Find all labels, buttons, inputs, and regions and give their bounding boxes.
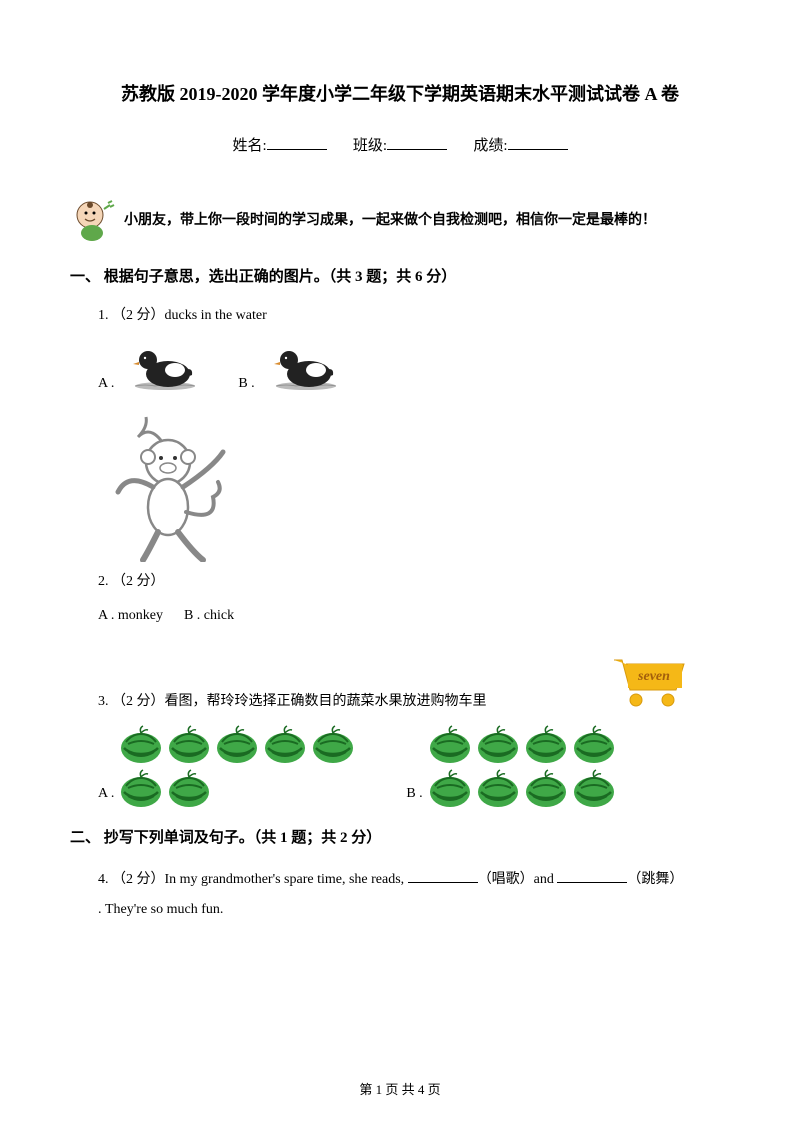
watermelon-icon [571,768,617,808]
q2-opt-b[interactable]: B . chick [184,608,234,623]
cart-icon: seven [602,650,690,710]
duck-icon [130,342,200,392]
score-label: 成绩: [473,138,507,154]
melon-group-b [427,724,617,808]
name-label: 姓名: [232,138,266,154]
section1-header: 一、 根据句子意思，选出正确的图片。（共 3 题；共 6 分） [70,265,730,286]
q4-suffix: . They're so much fun. [98,902,223,917]
watermelon-icon [427,768,473,808]
q1-text: 1. （2 分）ducks in the water [98,304,730,328]
q1-options: A . B . [98,342,730,392]
watermelon-icon [118,724,164,764]
class-blank[interactable] [387,134,447,150]
q3-opt-a-label[interactable]: A . [98,786,114,802]
watermelon-icon [118,768,164,808]
info-row: 姓名: 班级: 成绩: [70,134,730,155]
intro-row: 小朋友，带上你一段时间的学习成果，一起来做个自我检测吧，相信你一定是最棒的！ [70,195,730,243]
watermelon-icon [523,724,569,764]
q4-text: 4. （2 分）In my grandmother's spare time, … [98,865,730,927]
watermelon-icon [262,724,308,764]
page-footer: 第 1 页 共 4 页 [0,1079,800,1098]
watermelon-icon [427,724,473,764]
score-blank[interactable] [508,134,568,150]
q4-prefix: 4. （2 分）In my grandmother's spare time, … [98,872,408,887]
q1-opt-a-label[interactable]: A . [98,376,114,392]
svg-text:seven: seven [637,669,670,684]
duck-icon [271,342,341,392]
q3-options: A . [98,724,730,808]
melon-group-a [118,724,356,808]
watermelon-icon [166,724,212,764]
name-blank[interactable] [267,134,327,150]
watermelon-icon [475,768,521,808]
monkey-icon [98,412,238,562]
q2-opt-a[interactable]: A . monkey [98,608,163,623]
q2-text: 2. （2 分） [98,570,730,594]
intro-text: 小朋友，带上你一段时间的学习成果，一起来做个自我检测吧，相信你一定是最棒的！ [124,209,656,229]
q3-opt-b-label[interactable]: B . [406,786,422,802]
q4-mid1: （唱歌）and [478,872,558,887]
q2-options: A . monkey B . chick [98,608,730,624]
watermelon-icon [166,768,212,808]
class-label: 班级: [353,138,387,154]
kid-icon [70,195,118,243]
watermelon-icon [571,724,617,764]
watermelon-icon [523,768,569,808]
q3-row: 3. （2 分）看图，帮玲玲选择正确数目的蔬菜水果放进购物车里 seven [98,650,730,710]
watermelon-icon [214,724,260,764]
q1-opt-b-label[interactable]: B . [238,376,254,392]
watermelon-icon [475,724,521,764]
q4-blank1[interactable] [408,869,478,883]
watermelon-icon [310,724,356,764]
q3-text: 3. （2 分）看图，帮玲玲选择正确数目的蔬菜水果放进购物车里 [98,690,487,710]
q4-blank2[interactable] [557,869,627,883]
exam-title: 苏教版 2019-2020 学年度小学二年级下学期英语期末水平测试试卷 A 卷 [70,80,730,106]
section2-header: 二、 抄写下列单词及句子。（共 1 题；共 2 分） [70,826,730,847]
q2-image [98,412,730,562]
q4-mid2: （跳舞） [627,872,683,887]
